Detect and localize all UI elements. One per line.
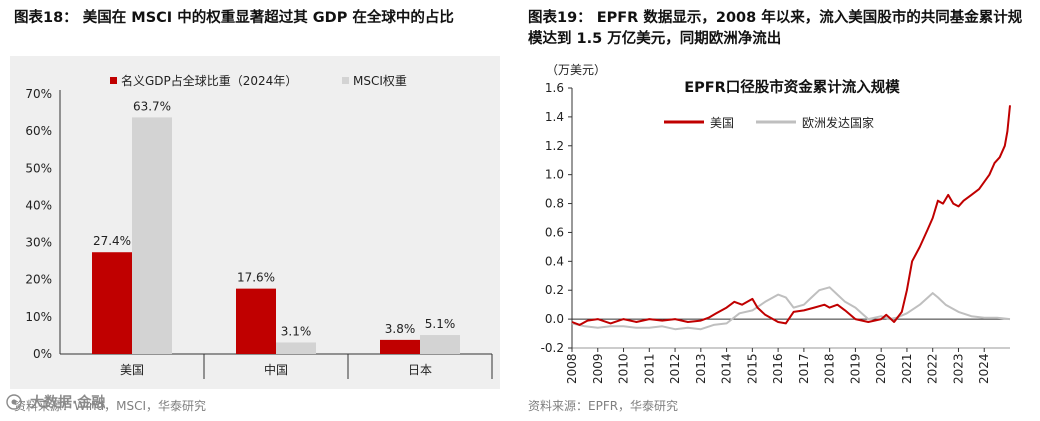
legend-label-0: 名义GDP占全球比重（2024年）	[121, 73, 297, 88]
x-tick-label: 2017	[797, 353, 811, 384]
x-tick-label: 2014	[720, 353, 734, 384]
bar-chart-area: 0% 10% 20% 30% 40% 50% 60% 70% 27.4% 63.7% 美国 17.6%…	[10, 56, 500, 389]
line-chart: （万美元） EPFR口径股市资金累计流入规模 -0.2 0.0 0.2 0.4 0.6 0.8…	[541, 63, 1011, 384]
bar-日本-1	[420, 335, 460, 354]
bar-data-label: 17.6%	[237, 271, 275, 285]
y-tick-label: 0.2	[545, 283, 564, 297]
right-source-note: 资料来源：EPFR，华泰研究	[528, 399, 679, 413]
x-tick-label: 2019	[848, 353, 862, 384]
bar-chart: 0% 10% 20% 30% 40% 50% 60% 70% 27.4% 63.7% 美国 17.6%…	[25, 73, 493, 379]
bar-data-label: 27.4%	[93, 234, 131, 248]
bar-中国-0	[236, 288, 276, 354]
watermark-logo: 大数据·金融	[6, 394, 105, 411]
left-figure-title: 图表18： 美国在 MSCI 中的权重显著超过其 GDP 在全球中的占比	[14, 10, 454, 26]
legend-swatch-0	[110, 77, 117, 84]
bar-data-label: 5.1%	[425, 317, 456, 331]
x-tick-label: 2015	[745, 353, 759, 384]
y-tick-label: 30%	[25, 236, 52, 250]
x-tick-label: 2023	[951, 353, 965, 384]
left-figure-panel: 图表18： 美国在 MSCI 中的权重显著超过其 GDP 在全球中的占比 0% 1…	[0, 0, 505, 421]
x-tick-label: 2022	[926, 353, 940, 384]
bar-美国-1	[132, 117, 172, 355]
x-tick-label: 2024	[977, 353, 991, 384]
bar-美国-0	[92, 252, 132, 354]
y-tick-label: 1.0	[545, 168, 564, 182]
x-tick-label: 2008	[565, 353, 579, 384]
bar-data-label: 3.8%	[385, 322, 416, 336]
x-tick-label: 2012	[668, 353, 682, 384]
x-tick-label: 2009	[591, 353, 605, 384]
x-tick-label: 2010	[617, 353, 631, 384]
legend-label-1: MSCI权重	[353, 74, 407, 88]
x-tick-label: 2011	[642, 353, 656, 384]
line-chart-area: （万美元） EPFR口径股市资金累计流入规模 -0.2 0.0 0.2 0.4 0.6 0.8…	[524, 56, 1036, 389]
y-tick-label: 0.8	[545, 197, 564, 211]
y-tick-label: 1.2	[545, 139, 564, 153]
y-tick-label: 20%	[25, 273, 52, 287]
x-tick-label: 2020	[874, 353, 888, 384]
x-tick-label: 2021	[900, 353, 914, 384]
legend-swatch-1	[342, 77, 349, 84]
bar-data-label: 63.7%	[133, 99, 171, 113]
y-tick-label: 0.4	[545, 254, 564, 268]
y-tick-label: 1.6	[545, 81, 564, 95]
y-tick-label: 0%	[33, 347, 52, 361]
x-tick-label: 2013	[694, 353, 708, 384]
y-tick-label: 10%	[25, 310, 52, 324]
y-tick-label: 0.6	[545, 225, 564, 239]
left-source-note: 资料来源：Wind，MSCI，华泰研究	[14, 399, 207, 413]
right-figure-panel: 图表19： EPFR 数据显示，2008 年以来，流入美国股市的共同基金累计规模…	[520, 0, 1040, 421]
bar-日本-0	[380, 339, 420, 354]
bar-中国-1	[276, 342, 316, 354]
x-tick-label: 2016	[771, 353, 785, 384]
y-tick-label: 1.4	[545, 110, 564, 124]
y-axis-unit-label: （万美元）	[546, 63, 606, 77]
x-category-label: 美国	[120, 363, 144, 377]
y-tick-label: 60%	[25, 124, 52, 138]
x-category-label: 日本	[408, 363, 432, 377]
x-category-label: 中国	[264, 362, 288, 377]
series-line-0	[571, 105, 1011, 326]
x-tick-label: 2018	[823, 353, 837, 384]
watermark-text: 大数据·金融	[30, 394, 105, 411]
legend-label-0: 美国	[710, 116, 734, 130]
y-tick-label: 70%	[25, 87, 52, 101]
y-tick-label: 0.0	[545, 312, 564, 326]
y-tick-label: -0.2	[541, 341, 564, 355]
series-line-1	[571, 286, 1011, 331]
y-tick-label: 50%	[25, 161, 52, 175]
y-tick-label: 40%	[25, 198, 52, 212]
bar-data-label: 3.1%	[281, 324, 312, 338]
legend-label-1: 欧洲发达国家	[802, 115, 874, 130]
right-figure-title: 图表19： EPFR 数据显示，2008 年以来，流入美国股市的共同基金累计规模…	[528, 10, 1023, 47]
line-chart-title: EPFR口径股市资金累计流入规模	[684, 78, 900, 96]
